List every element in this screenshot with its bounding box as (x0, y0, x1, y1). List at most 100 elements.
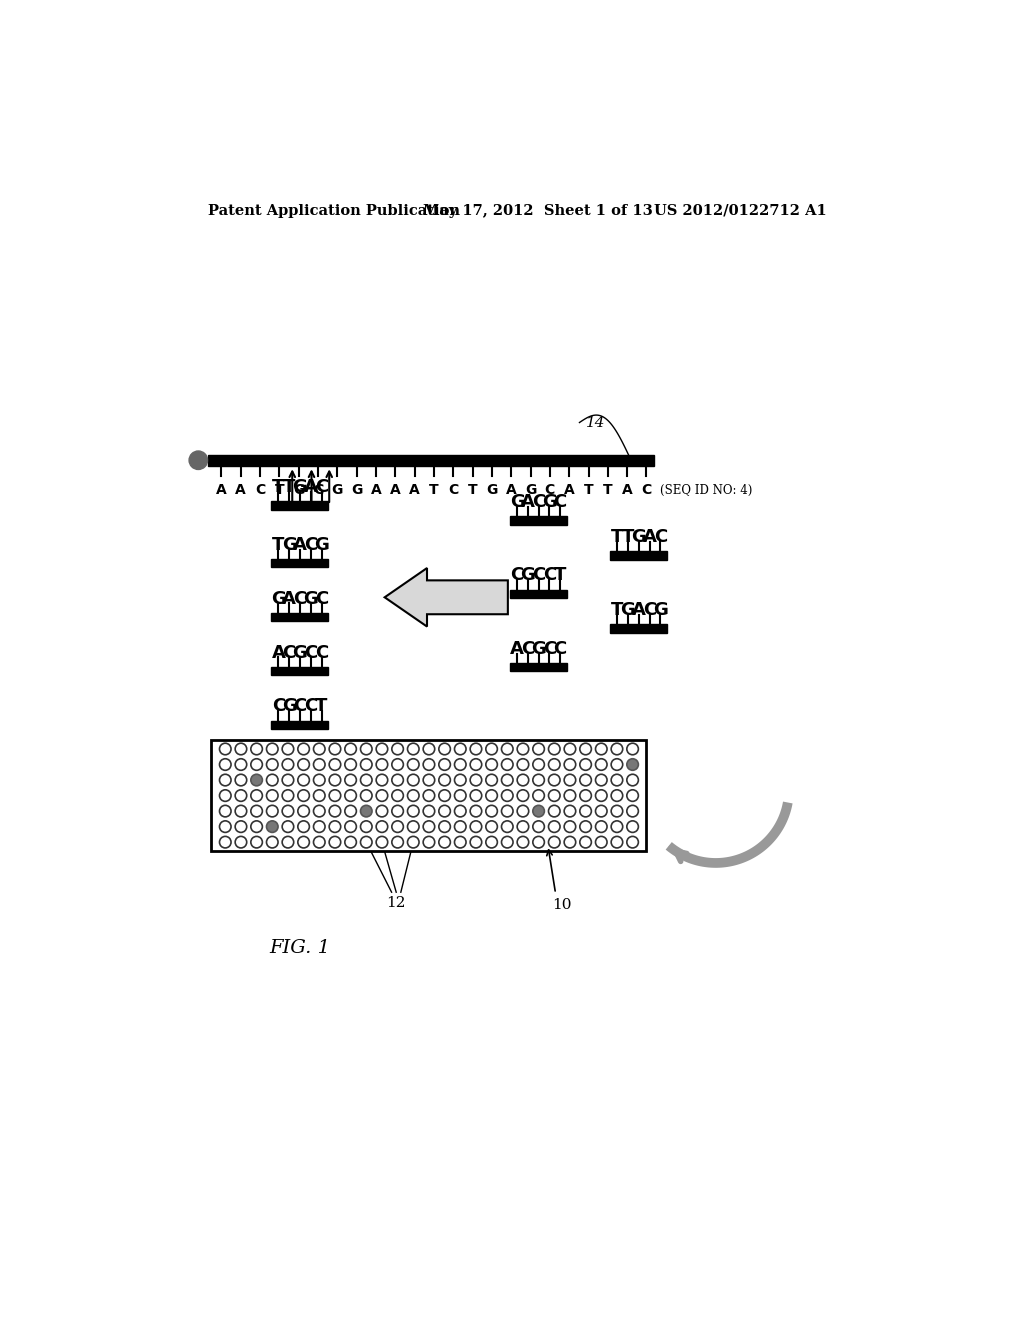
Circle shape (408, 805, 419, 817)
Circle shape (485, 775, 498, 785)
Text: G: G (653, 601, 668, 619)
Circle shape (408, 775, 419, 785)
Circle shape (219, 837, 231, 847)
Bar (271, 721, 329, 729)
Circle shape (329, 821, 341, 833)
Circle shape (236, 821, 247, 833)
Circle shape (439, 837, 451, 847)
Circle shape (485, 759, 498, 771)
Circle shape (455, 821, 466, 833)
Circle shape (564, 805, 575, 817)
Circle shape (329, 759, 341, 771)
Text: T: T (468, 483, 477, 498)
Text: C: C (554, 494, 567, 511)
Circle shape (532, 821, 545, 833)
Text: C: C (511, 566, 523, 585)
Circle shape (580, 805, 592, 817)
Circle shape (236, 759, 247, 771)
Text: C: C (521, 640, 535, 657)
Text: C: C (543, 640, 556, 657)
Text: G: G (271, 590, 286, 607)
Circle shape (532, 789, 545, 801)
Circle shape (627, 743, 638, 755)
Circle shape (423, 789, 435, 801)
Circle shape (470, 837, 481, 847)
Circle shape (313, 837, 325, 847)
Circle shape (532, 805, 545, 817)
Circle shape (455, 743, 466, 755)
Circle shape (266, 759, 279, 771)
Circle shape (219, 759, 231, 771)
Text: A: A (390, 483, 400, 498)
Circle shape (392, 743, 403, 755)
Circle shape (517, 837, 528, 847)
Circle shape (470, 789, 481, 801)
Circle shape (219, 743, 231, 755)
Circle shape (219, 775, 231, 785)
Circle shape (266, 743, 279, 755)
Text: C: C (271, 697, 285, 715)
Text: C: C (543, 566, 556, 585)
Circle shape (485, 821, 498, 833)
Text: C: C (643, 601, 656, 619)
Circle shape (345, 837, 356, 847)
Text: T: T (272, 478, 285, 496)
Circle shape (298, 775, 309, 785)
Circle shape (564, 759, 575, 771)
Circle shape (517, 789, 528, 801)
Circle shape (408, 837, 419, 847)
Circle shape (627, 789, 638, 801)
Circle shape (236, 789, 247, 801)
Text: T: T (272, 536, 285, 553)
Circle shape (611, 759, 623, 771)
Bar (510, 663, 567, 671)
Circle shape (596, 837, 607, 847)
Text: C: C (293, 697, 306, 715)
Circle shape (423, 759, 435, 771)
Circle shape (532, 775, 545, 785)
Circle shape (266, 805, 279, 817)
Circle shape (549, 743, 560, 755)
Circle shape (470, 743, 481, 755)
Bar (271, 502, 329, 510)
Text: (SEQ ID NO: 4): (SEQ ID NO: 4) (660, 483, 753, 496)
Circle shape (455, 759, 466, 771)
Circle shape (392, 821, 403, 833)
Circle shape (283, 775, 294, 785)
Bar (610, 552, 668, 560)
Text: A: A (410, 483, 420, 498)
Circle shape (423, 775, 435, 785)
Bar (610, 624, 668, 632)
Circle shape (485, 789, 498, 801)
Text: A: A (271, 644, 286, 661)
Circle shape (580, 789, 592, 801)
Circle shape (439, 759, 451, 771)
Circle shape (219, 805, 231, 817)
Text: C: C (545, 483, 555, 498)
Bar (211, 739, 646, 851)
Text: A: A (643, 528, 656, 546)
Text: G: G (531, 640, 546, 657)
Text: A: A (304, 478, 317, 496)
Circle shape (549, 789, 560, 801)
Circle shape (549, 805, 560, 817)
Text: G: G (314, 536, 329, 553)
Circle shape (580, 775, 592, 785)
Text: C: C (532, 566, 546, 585)
Circle shape (549, 837, 560, 847)
Circle shape (455, 837, 466, 847)
Circle shape (502, 789, 513, 801)
Circle shape (470, 805, 481, 817)
Circle shape (360, 743, 372, 755)
Circle shape (611, 775, 623, 785)
Bar (271, 667, 329, 675)
Circle shape (423, 837, 435, 847)
Text: A: A (506, 483, 516, 498)
Circle shape (313, 821, 325, 833)
Text: A: A (564, 483, 574, 498)
Text: T: T (554, 566, 566, 585)
Circle shape (517, 775, 528, 785)
Text: G: G (303, 590, 318, 607)
Text: A: A (236, 483, 246, 498)
Text: T: T (315, 697, 328, 715)
